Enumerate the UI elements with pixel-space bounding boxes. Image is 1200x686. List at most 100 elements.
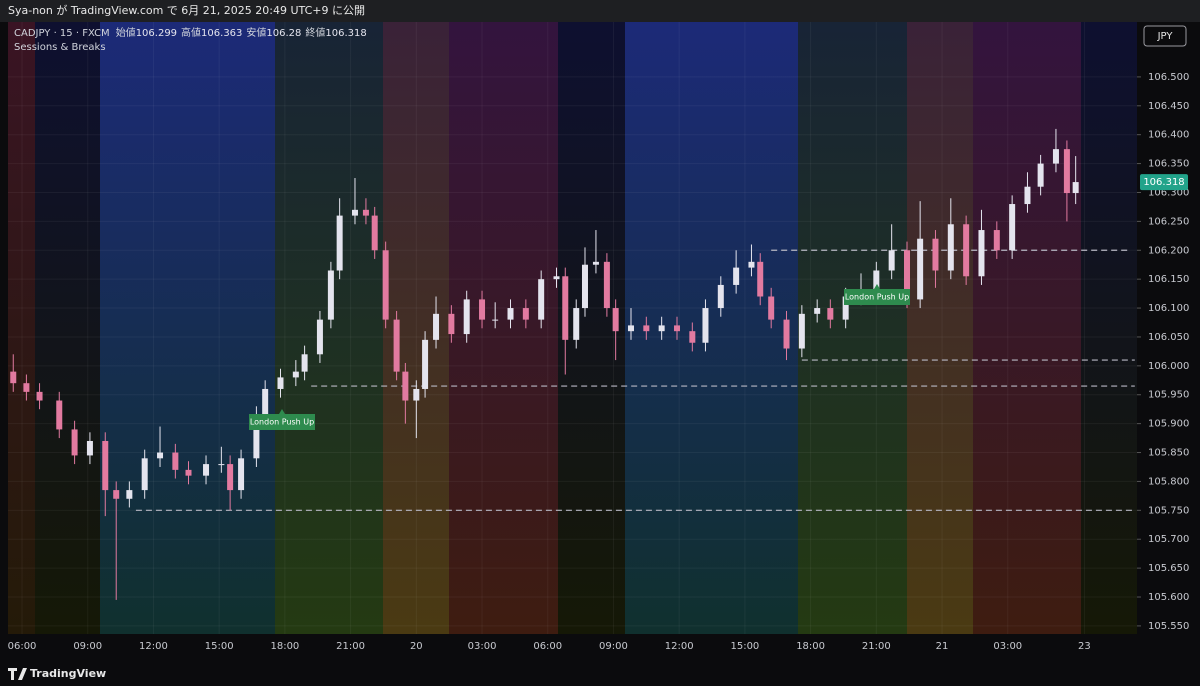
candle-body xyxy=(673,325,680,332)
x-tick-label: 03:00 xyxy=(468,641,497,652)
y-tick-label: 106.350 xyxy=(1148,159,1189,170)
candles xyxy=(10,128,1079,600)
candle-body xyxy=(36,391,43,401)
candle-body xyxy=(963,224,970,277)
y-tick-label: 106.300 xyxy=(1148,187,1189,198)
candle-body xyxy=(382,250,389,320)
annotation-label: London Push Up xyxy=(250,418,314,427)
candle-body xyxy=(1063,149,1070,194)
y-tick-label: 106.200 xyxy=(1148,245,1189,256)
candle-body xyxy=(733,267,740,285)
candle-body xyxy=(316,319,323,355)
x-tick-label: 03:00 xyxy=(993,641,1022,652)
candle-body xyxy=(23,383,30,392)
y-tick-label: 106.450 xyxy=(1148,101,1189,112)
candle-body xyxy=(413,388,420,401)
session-bands xyxy=(8,22,1137,634)
candle-body xyxy=(185,469,192,476)
candle-body xyxy=(172,452,179,470)
candle-body xyxy=(627,325,634,332)
y-tick-label: 106.400 xyxy=(1148,130,1189,141)
y-tick-label: 105.650 xyxy=(1148,563,1189,574)
y-tick-label: 106.500 xyxy=(1148,72,1189,83)
candle-body xyxy=(126,490,133,499)
candle-body xyxy=(522,308,529,320)
candle-body xyxy=(842,296,849,320)
time-axis xyxy=(0,634,1137,660)
annotation-box xyxy=(844,284,910,305)
annotation-label: London Push Up xyxy=(845,293,909,302)
x-tick-label: 12:00 xyxy=(665,641,694,652)
last-price-tag xyxy=(1140,174,1188,191)
candle-body xyxy=(351,209,358,216)
x-tick-label: 21:00 xyxy=(336,641,365,652)
candle-body xyxy=(783,319,790,349)
candle-body xyxy=(371,215,378,251)
x-tick-label: 15:00 xyxy=(730,641,759,652)
x-tick-label: 09:00 xyxy=(73,641,102,652)
candle-body xyxy=(717,284,724,309)
candle-body xyxy=(277,377,284,389)
y-tick-label: 106.100 xyxy=(1148,303,1189,314)
x-tick-label: 06:00 xyxy=(8,641,37,652)
x-tick-label: 18:00 xyxy=(796,641,825,652)
candle-body xyxy=(86,440,93,456)
currency-box[interactable] xyxy=(1143,25,1187,47)
candle-body xyxy=(814,308,821,314)
candle-body xyxy=(932,238,939,271)
candle-body xyxy=(873,270,880,291)
y-tick-label: 105.700 xyxy=(1148,534,1189,545)
candle-body xyxy=(336,215,343,271)
candle-body xyxy=(553,276,560,280)
brand: TradingView xyxy=(30,667,106,680)
y-tick-label: 106.050 xyxy=(1148,332,1189,343)
candle-body xyxy=(978,230,985,277)
candle-body xyxy=(362,209,369,216)
candle-body xyxy=(227,464,234,491)
x-tick-label: 20 xyxy=(410,641,423,652)
annotation-box xyxy=(249,409,315,430)
candle-body xyxy=(141,458,148,491)
candle-body xyxy=(947,224,954,271)
grid xyxy=(8,22,1137,634)
x-tick-label: 12:00 xyxy=(139,641,168,652)
candle-body xyxy=(492,319,499,321)
y-tick-label: 105.750 xyxy=(1148,505,1189,516)
candle-body xyxy=(327,270,334,320)
legend: CADJPY · 15 · FXCM 始値106.299 高値106.363 安値10… xyxy=(14,26,367,39)
candle-body xyxy=(689,331,696,343)
candle-body xyxy=(262,388,269,415)
candle-body xyxy=(10,371,17,384)
ohlc-label: 安値 xyxy=(246,26,266,39)
candle-body xyxy=(507,308,514,320)
candle-body xyxy=(768,296,775,320)
y-tick-label: 105.550 xyxy=(1148,621,1189,632)
candle-body xyxy=(113,490,120,499)
tradingview-logo: TradingView xyxy=(8,667,106,680)
candle-body xyxy=(1072,182,1079,194)
candle-body xyxy=(422,339,429,389)
x-tick-label: 21:00 xyxy=(862,641,891,652)
candle-body xyxy=(448,313,455,335)
candle-body xyxy=(463,299,470,335)
last-price-label: 106.318 xyxy=(1143,177,1184,188)
top-bar xyxy=(0,0,1200,22)
y-tick-label: 105.900 xyxy=(1148,419,1189,430)
y-tick-label: 106.000 xyxy=(1148,361,1189,372)
candle-body xyxy=(1052,149,1059,164)
x-tick-label: 18:00 xyxy=(270,641,299,652)
candle-body xyxy=(71,429,78,456)
y-tick-label: 105.800 xyxy=(1148,476,1189,487)
candle-body xyxy=(301,354,308,372)
candle-body xyxy=(157,452,164,459)
candle-body xyxy=(917,238,924,300)
x-tick-label: 06:00 xyxy=(533,641,562,652)
candle-body xyxy=(402,371,409,401)
currency[interactable]: JPY xyxy=(1157,31,1174,42)
symbol: CADJPY · 15 · FXCM xyxy=(14,28,110,39)
x-tick-label: 23 xyxy=(1078,641,1091,652)
candle-body xyxy=(1009,204,1016,251)
x-tick-label: 09:00 xyxy=(599,641,628,652)
